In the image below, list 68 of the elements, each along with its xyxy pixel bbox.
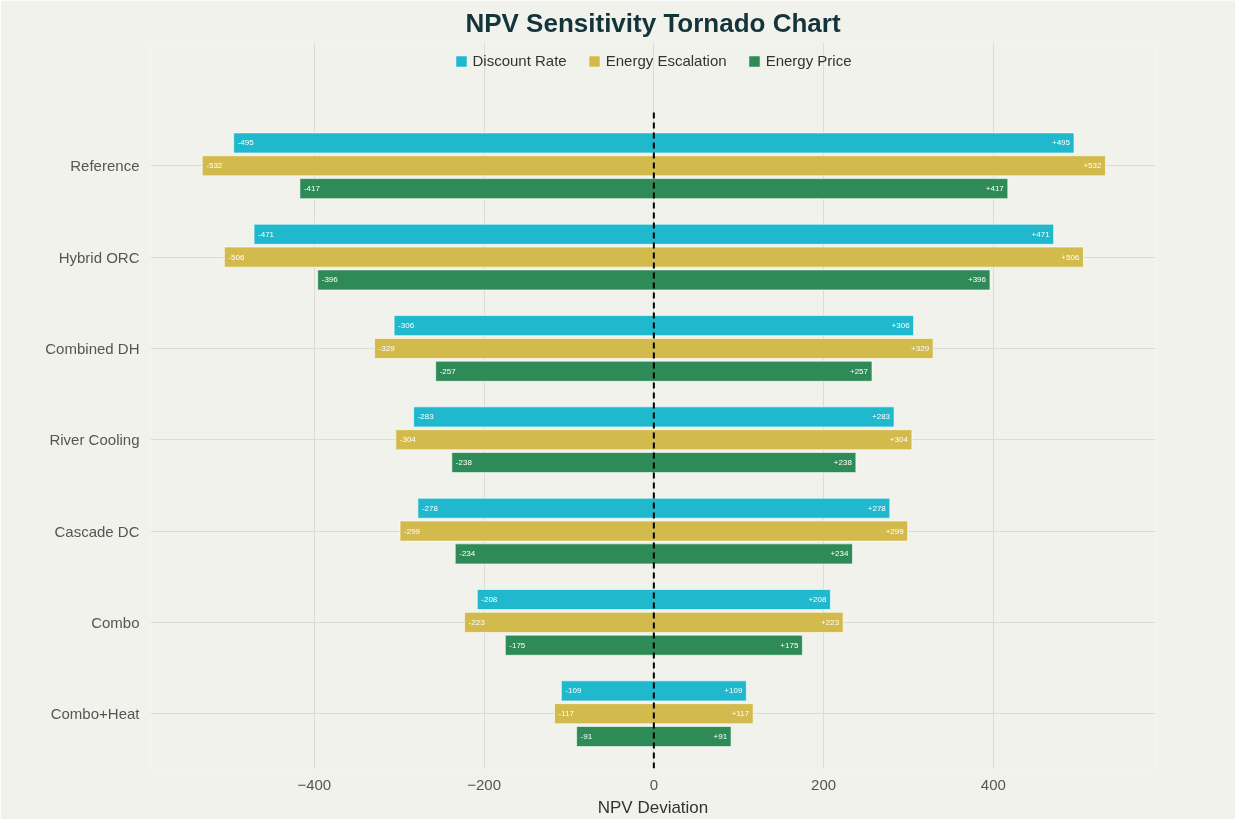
annotation: -283	[417, 412, 435, 422]
legend-label: Discount Rate	[472, 52, 567, 69]
annotation: +471	[1031, 229, 1051, 239]
bar	[451, 452, 857, 474]
bar	[393, 315, 915, 337]
annotation: -396	[321, 275, 339, 285]
annotation: -495	[237, 138, 255, 148]
annotation: -109	[565, 686, 582, 696]
annotation: +117	[731, 709, 750, 719]
annotation: -506	[228, 252, 245, 262]
bar	[576, 725, 732, 748]
annotation: +304	[889, 435, 909, 445]
legend-label: Energy Escalation	[605, 52, 727, 69]
annotation: -471	[258, 229, 275, 239]
annotation: -299	[404, 526, 421, 536]
bar	[464, 611, 844, 633]
annotation: +495	[1051, 138, 1071, 148]
annotation: +257	[849, 366, 869, 376]
y-tick-label: River Cooling	[49, 431, 140, 449]
annotation: -417	[303, 184, 321, 194]
bar	[374, 337, 934, 359]
x-tick-label: −200	[467, 775, 501, 793]
annotation: +299	[885, 526, 905, 536]
annotation: -257	[439, 366, 457, 376]
bar	[476, 589, 831, 611]
annotation: +506	[1061, 252, 1080, 262]
x-tick-label: −400	[297, 775, 332, 793]
annotation: +396	[967, 275, 987, 285]
y-tick-label: Combined DH	[45, 339, 140, 357]
annotation: -223	[468, 617, 486, 627]
annotation: +234	[830, 549, 850, 559]
annotation: -306	[398, 321, 415, 331]
x-tick-label: 0	[649, 775, 659, 793]
y-tick-label: Hybrid ORC	[58, 248, 140, 266]
annotation: -91	[580, 732, 593, 742]
legend-label: Energy Price	[765, 52, 852, 69]
annotation: +329	[911, 343, 930, 353]
annotation: +417	[985, 184, 1005, 194]
y-tick-label: Combo	[91, 613, 140, 631]
annotation: +208	[808, 595, 827, 605]
annotation: +278	[867, 503, 887, 513]
annotation: +283	[872, 412, 891, 422]
annotation: +306	[891, 321, 911, 331]
annotation: -117	[558, 709, 575, 719]
bar	[435, 360, 873, 382]
annotation: -532	[206, 161, 223, 171]
x-tick-label: 400	[980, 775, 1006, 793]
annotation: -238	[455, 458, 473, 468]
annotation: -304	[399, 435, 417, 445]
annotation: +175	[780, 640, 799, 650]
y-tick-label: Combo+Heat	[50, 705, 141, 723]
annotation: +532	[1083, 161, 1102, 171]
chart-title: NPV Sensitivity Tornado Chart	[465, 7, 841, 38]
annotation: -329	[378, 343, 396, 353]
annotation: +91	[713, 732, 728, 742]
x-tick-label: 200	[811, 775, 837, 793]
annotation: +223	[821, 617, 840, 627]
y-tick-label: Cascade DC	[54, 522, 140, 540]
annotation: -175	[509, 640, 526, 650]
x-axis-title: NPV Deviation	[597, 797, 709, 817]
annotation: -208	[481, 595, 498, 605]
bar	[504, 634, 803, 656]
annotation: -278	[421, 503, 439, 513]
annotation: -234	[459, 549, 476, 559]
annotation: +238	[833, 458, 853, 468]
bar	[299, 178, 1009, 200]
annotation: +109	[724, 686, 743, 696]
y-tick-label: Reference	[70, 157, 140, 175]
